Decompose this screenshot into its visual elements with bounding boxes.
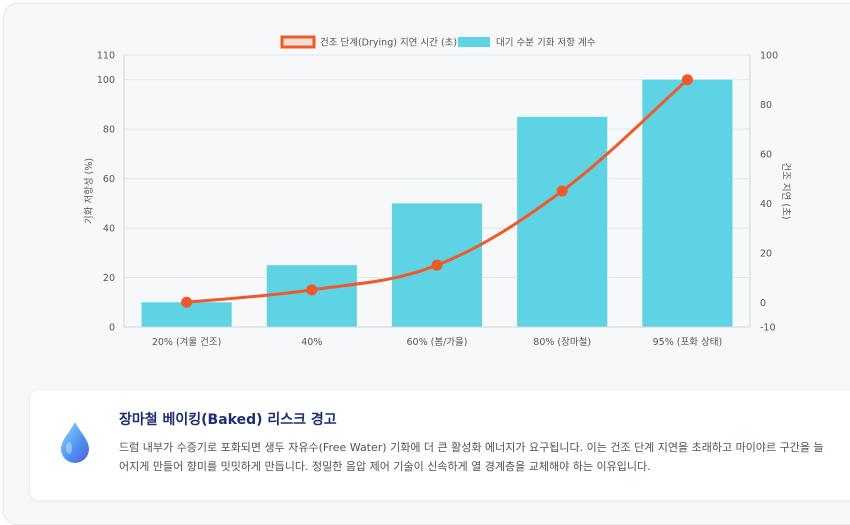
x-tick-label: 60% (봄/가을) [407,337,468,348]
y-tick-label: 80 [103,125,115,136]
legend-bar-label: 대기 수분 기화 저항 계수 [496,37,596,49]
y-tick-label: 20 [103,273,115,284]
y-tick-label: 100 [97,75,115,86]
legend-line-label: 건조 단계(Drying) 지연 시간 (초) [320,37,457,49]
y-tick-label: 110 [97,51,115,62]
y-tick-label: 40 [103,224,115,235]
y-axis-title: 기화 저항성 (%) [84,158,95,224]
x-tick-label: 80% (장마철) [533,337,591,348]
card-title: 장마철 베이킹(Baked) 리스크 경고 [119,412,337,428]
y2-tick-label: 80 [760,100,772,111]
legend-line-swatch [280,35,316,49]
line-point [181,296,193,308]
line-point [306,284,318,296]
y2-tick-label: 0 [760,298,766,309]
water-drop-icon [61,422,89,463]
line-point [556,185,568,197]
x-tick-label: 20% (겨울 건조) [152,337,222,348]
y2-tick-label: 20 [760,248,772,259]
line-point [431,259,443,271]
y2-tick-label: 40 [760,199,772,210]
legend-bar-swatch [458,37,490,47]
line-point [681,74,693,86]
x-tick-label: 95% (포화 상태) [653,337,723,348]
y-tick-label: 60 [103,174,115,185]
y2-tick-label: 60 [760,149,772,160]
card-body-text: 드럼 내부가 수증기로 포화되면 생두 자유수(Free Water) 기화에 … [119,441,824,473]
bar [266,265,357,327]
bar [517,116,608,328]
y-tick-label: 0 [109,323,115,334]
bar [642,79,733,328]
y2-tick-label: 100 [760,51,778,62]
y2-tick-label: -10 [760,323,776,334]
combo-chart: 0 20 40 60 80 100 110 -10 0 20 40 60 80 100 20% (겨울 건조… [84,35,791,348]
y2-axis-title: 건조 지연 (초) [780,162,791,219]
x-tick-label: 40% [301,337,322,348]
